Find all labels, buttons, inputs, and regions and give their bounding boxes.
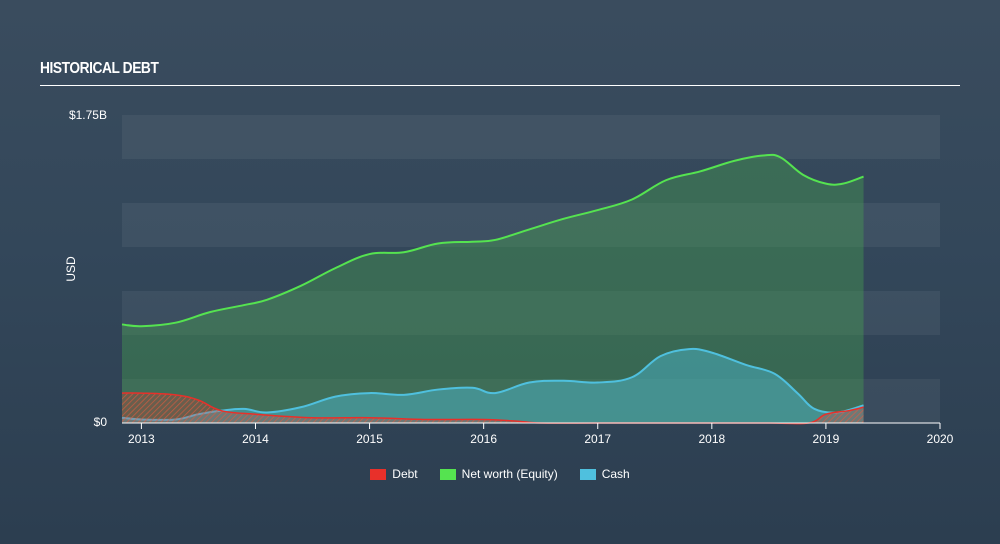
x-tick-label-2019: 2019 [813,432,840,446]
area-debt [122,392,864,424]
line-equity [121,153,864,328]
area-cash [122,348,864,423]
x-tick-label-2018: 2018 [698,432,725,446]
legend-item-equity[interactable]: Net worth (Equity) [439,467,558,481]
legend-label-debt: Debt [392,467,418,481]
chart-legend: Debt Net worth (Equity) Cash [0,467,1000,481]
x-tick-label-2014: 2014 [242,432,269,446]
legend-swatch-debt [370,468,387,480]
title-divider [40,85,960,86]
legend-label-equity: Net worth (Equity) [461,467,558,481]
y-tick-label-max: $1.75B [69,108,107,122]
grid-band [122,115,940,159]
x-tick-label-2015: 2015 [356,432,383,446]
grid-band [122,291,940,335]
chart-title: HISTORICAL DEBT [40,60,159,77]
legend-item-cash[interactable]: Cash [579,467,630,481]
legend-item-debt[interactable]: Debt [370,467,418,481]
legend-label-cash: Cash [601,467,630,481]
x-tick-label-2013: 2013 [128,432,155,446]
x-tick-label-2017: 2017 [584,432,611,446]
legend-swatch-cash [579,468,596,480]
grid-band [122,203,940,247]
y-axis-label: USD [64,256,78,282]
x-tick-label-2020: 2020 [927,432,954,446]
legend-swatch-equity [439,468,456,480]
area-equity [122,154,864,423]
y-tick-label-zero: $0 [94,415,108,429]
line-cash [121,347,864,421]
x-tick-label-2016: 2016 [470,432,497,446]
